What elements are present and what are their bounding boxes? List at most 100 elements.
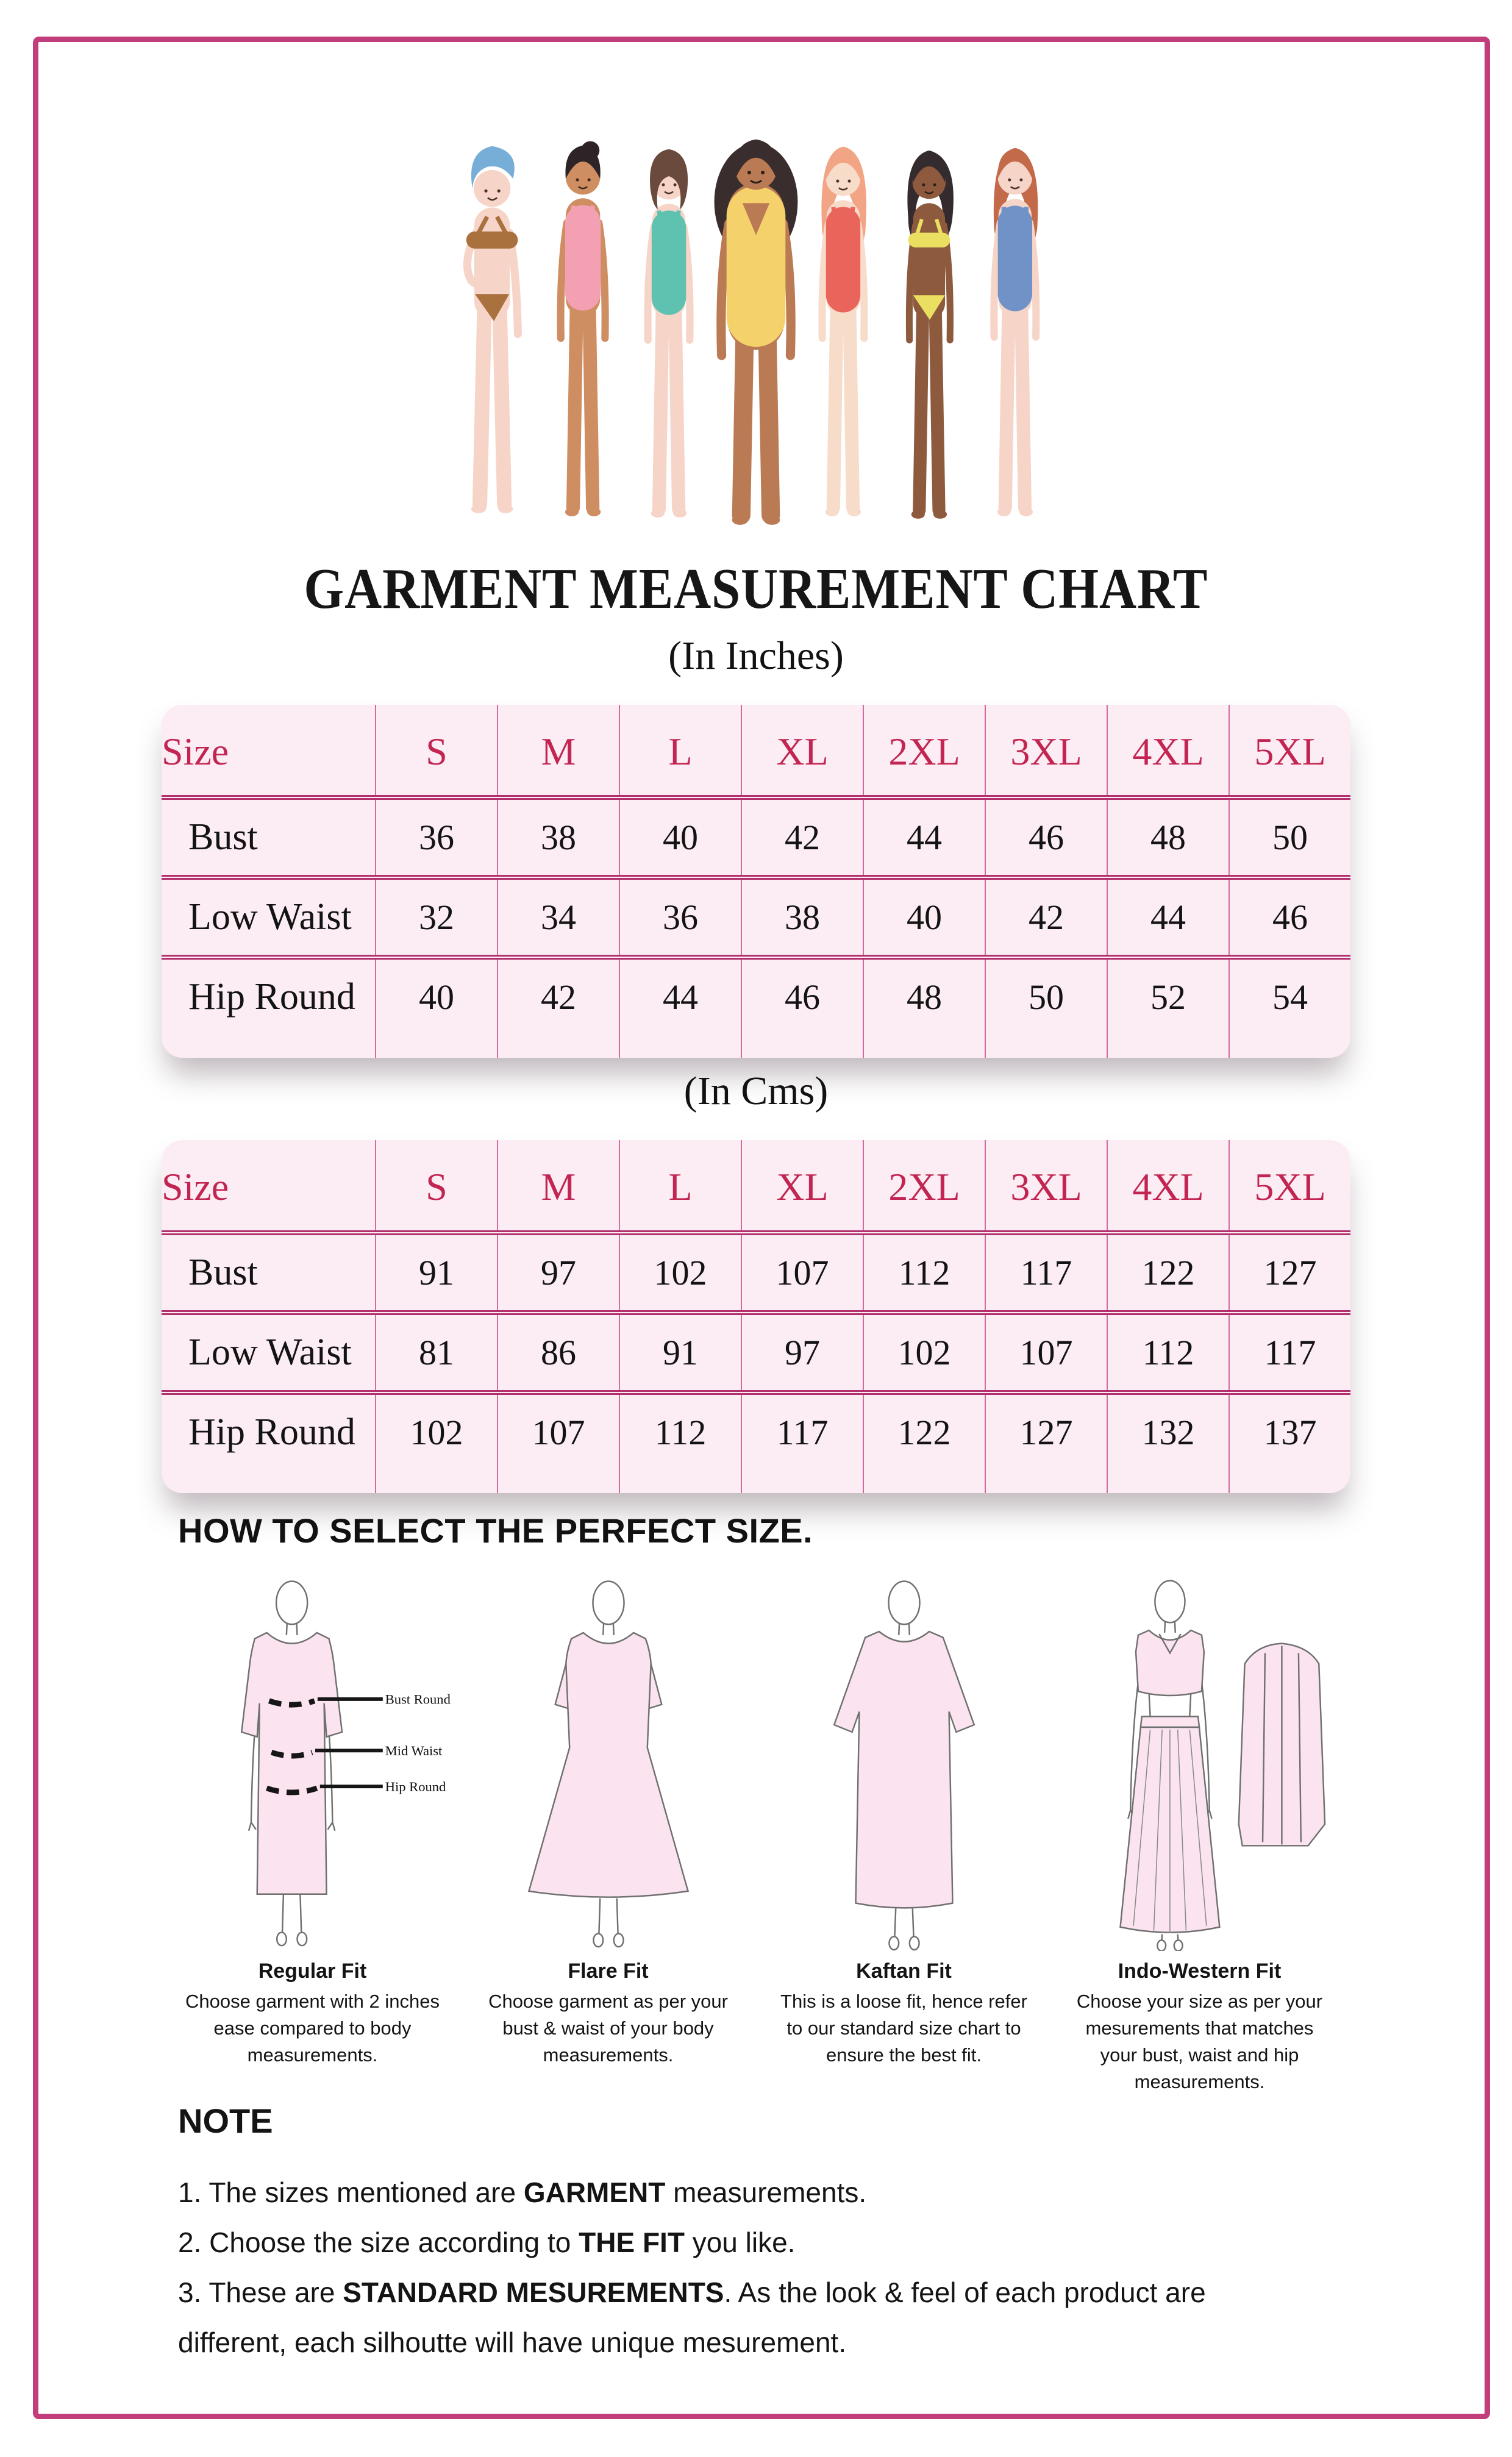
measure-value-cell: 122 xyxy=(1107,1235,1228,1310)
size-column-header: 3XL xyxy=(985,705,1107,795)
measure-row-label: Hip Round xyxy=(188,976,355,1018)
measure-value-cell: 102 xyxy=(863,1315,985,1390)
fit-title: Regular Fit xyxy=(258,1960,367,1983)
measure-value-cell: 107 xyxy=(985,1315,1107,1390)
table-row: Bust 36 38 40 42 44 46 48 50 xyxy=(162,795,1350,875)
measure-value-cell: 81 xyxy=(375,1315,497,1390)
measure-row-label: Low Waist xyxy=(188,896,352,938)
size-column-header: S xyxy=(375,1140,497,1230)
table-row: Low Waist 32 34 36 38 40 42 44 46 xyxy=(162,875,1350,955)
kaftan-fit-illustration xyxy=(833,1580,975,1951)
measure-value-cell: 97 xyxy=(741,1315,863,1390)
measure-value-cell: 42 xyxy=(497,960,619,1058)
measure-value-cell: 97 xyxy=(497,1235,619,1310)
measure-value-cell: 91 xyxy=(619,1315,741,1390)
measure-value-cell: 107 xyxy=(741,1235,863,1310)
measure-value-cell: 112 xyxy=(1107,1315,1228,1390)
measure-value-cell: 102 xyxy=(375,1395,497,1493)
size-corner-header: Size xyxy=(162,730,229,773)
measure-value-cell: 102 xyxy=(619,1235,741,1310)
fit-card-flare: Flare Fit Choose garment as per your bus… xyxy=(460,1568,756,2095)
size-corner-header: Size xyxy=(162,1165,229,1208)
measure-row-label: Bust xyxy=(188,816,258,858)
note-item-1: 1. The sizes mentioned are GARMENT measu… xyxy=(178,2177,867,2208)
fit-card-regular: Bust Round Mid Waist Hip Round Regular F… xyxy=(165,1568,460,2095)
regular-fit-illustration: Bust Round Mid Waist Hip Round xyxy=(240,1580,450,1947)
measure-value-cell: 44 xyxy=(619,960,741,1058)
fit-description: Choose garment with 2 inches ease compar… xyxy=(185,1991,440,2066)
fit-card-indo-western: Indo-Western Fit Choose your size as per… xyxy=(1052,1568,1347,2095)
measure-value-cell: 112 xyxy=(619,1395,741,1493)
measure-row-label: Hip Round xyxy=(188,1411,355,1453)
fit-description: Choose your size as per your mesurements… xyxy=(1076,1991,1323,2093)
measure-value-cell: 48 xyxy=(1107,800,1228,875)
table-row: Size S M L XL 2XL 3XL 4XL 5XL xyxy=(162,1140,1350,1230)
measure-value-cell: 32 xyxy=(375,880,497,955)
measure-value-cell: 40 xyxy=(863,880,985,955)
body-positivity-women-illustration xyxy=(463,139,1040,525)
size-column-header: S xyxy=(375,705,497,795)
measure-value-cell: 46 xyxy=(1228,880,1350,955)
measure-value-cell: 127 xyxy=(1228,1235,1350,1310)
measure-value-cell: 50 xyxy=(1228,800,1350,875)
fit-card-kaftan: Kaftan Fit This is a loose fit, hence re… xyxy=(756,1568,1052,2095)
table-row: Hip Round 102 107 112 117 122 127 132 137 xyxy=(162,1390,1350,1493)
measure-value-cell: 36 xyxy=(619,880,741,955)
flare-fit-illustration xyxy=(527,1580,689,1948)
size-column-header: 5XL xyxy=(1228,1140,1350,1230)
size-column-header: M xyxy=(497,1140,619,1230)
size-column-header: 2XL xyxy=(863,705,985,795)
measure-value-cell: 40 xyxy=(619,800,741,875)
fit-title: Indo-Western Fit xyxy=(1118,1960,1282,1983)
size-column-header: M xyxy=(497,705,619,795)
measure-value-cell: 48 xyxy=(863,960,985,1058)
measure-value-cell: 112 xyxy=(863,1235,985,1310)
measure-row-label: Low Waist xyxy=(188,1332,352,1373)
size-column-header: 2XL xyxy=(863,1140,985,1230)
measure-value-cell: 117 xyxy=(741,1395,863,1493)
measure-label-bust-round: Bust Round xyxy=(385,1692,450,1707)
size-column-header: XL xyxy=(741,1140,863,1230)
subtitle-in-cms: (In Cms) xyxy=(683,1069,829,1113)
note-item-2: 2. Choose the size according to THE FIT … xyxy=(178,2226,796,2258)
measure-row-label: Bust xyxy=(188,1252,258,1293)
size-column-header: L xyxy=(619,705,741,795)
woman-figure xyxy=(644,149,694,518)
measure-value-cell: 40 xyxy=(375,960,497,1058)
measure-value-cell: 117 xyxy=(1228,1315,1350,1390)
note-item-3: 3. These are STANDARD MESUREMENTS. As th… xyxy=(178,2276,1206,2358)
measure-label-hip-round: Hip Round xyxy=(385,1779,446,1794)
fit-description: This is a loose fit, hence refer to our … xyxy=(780,1991,1027,2066)
measure-value-cell: 44 xyxy=(863,800,985,875)
size-column-header: 3XL xyxy=(985,1140,1107,1230)
fit-title: Flare Fit xyxy=(568,1960,649,1983)
size-column-header: 4XL xyxy=(1107,705,1228,795)
woman-figure xyxy=(557,141,609,516)
woman-figure xyxy=(818,146,868,516)
fit-section-heading: HOW TO SELECT THE PERFECT SIZE. xyxy=(178,1511,813,1550)
measure-value-cell: 107 xyxy=(497,1395,619,1493)
table-row: Size S M L XL 2XL 3XL 4XL 5XL xyxy=(162,705,1350,795)
woman-figure xyxy=(714,139,798,525)
garment-size-table-cms: Size S M L XL 2XL 3XL 4XL 5XL Bust 91 97 102 107 112 11… xyxy=(162,1140,1350,1493)
measure-value-cell: 117 xyxy=(985,1235,1107,1310)
measure-value-cell: 86 xyxy=(497,1315,619,1390)
garment-size-table-inches: Size S M L XL 2XL 3XL 4XL 5XL Bust 36 38 40 42 44 46 48 5… xyxy=(162,705,1350,1058)
table-row: Hip Round 40 42 44 46 48 50 52 54 xyxy=(162,955,1350,1058)
measure-value-cell: 42 xyxy=(985,880,1107,955)
note-heading: NOTE xyxy=(178,2102,273,2140)
measure-value-cell: 54 xyxy=(1228,960,1350,1058)
size-column-header: 4XL xyxy=(1107,1140,1228,1230)
measure-value-cell: 38 xyxy=(741,880,863,955)
measure-value-cell: 44 xyxy=(1107,880,1228,955)
size-column-header: 5XL xyxy=(1228,705,1350,795)
measure-value-cell: 52 xyxy=(1107,960,1228,1058)
indo-western-fit-illustration xyxy=(1119,1580,1325,1951)
measure-value-cell: 38 xyxy=(497,800,619,875)
measure-value-cell: 127 xyxy=(985,1395,1107,1493)
measure-value-cell: 42 xyxy=(741,800,863,875)
measure-value-cell: 122 xyxy=(863,1395,985,1493)
measure-value-cell: 137 xyxy=(1228,1395,1350,1493)
page-title: GARMENT MEASUREMENT CHART xyxy=(304,557,1208,621)
